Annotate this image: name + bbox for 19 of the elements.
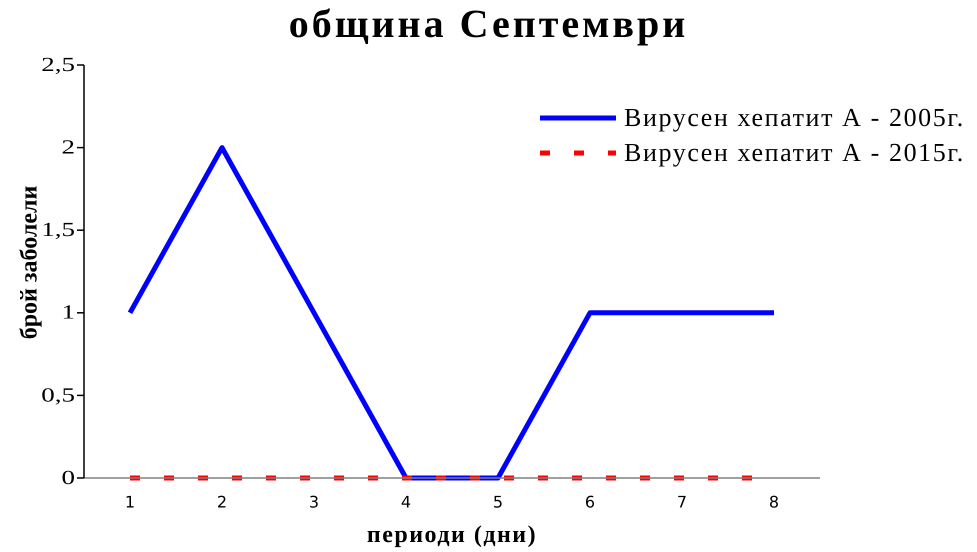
y-axis-title: брой заболели: [16, 186, 43, 340]
x-tick-label: 1: [124, 492, 136, 512]
x-tick-label: 3: [308, 492, 320, 512]
y-tick-label: 1: [62, 302, 75, 324]
chart-title: община Септември: [288, 0, 690, 47]
x-tick-label: 5: [492, 492, 504, 512]
legend-label: Вирусен хепатит А - 2005г.: [624, 102, 965, 132]
legend-label: Вирусен хепатит А - 2015г.: [624, 138, 965, 168]
y-tick-label: 0: [62, 467, 75, 489]
x-tick-label: 2: [216, 492, 228, 512]
x-tick-label: 4: [400, 492, 412, 512]
x-tick-label: 6: [584, 492, 596, 512]
y-tick-label: 1,5: [41, 219, 75, 242]
x-axis-title: периоди (дни): [366, 522, 538, 548]
y-tick-label: 2,5: [41, 54, 75, 76]
y-tick-label: 2: [62, 136, 75, 159]
x-tick-label: 7: [676, 492, 688, 512]
y-tick-label: 0,5: [41, 384, 75, 406]
x-tick-label: 8: [768, 492, 780, 512]
